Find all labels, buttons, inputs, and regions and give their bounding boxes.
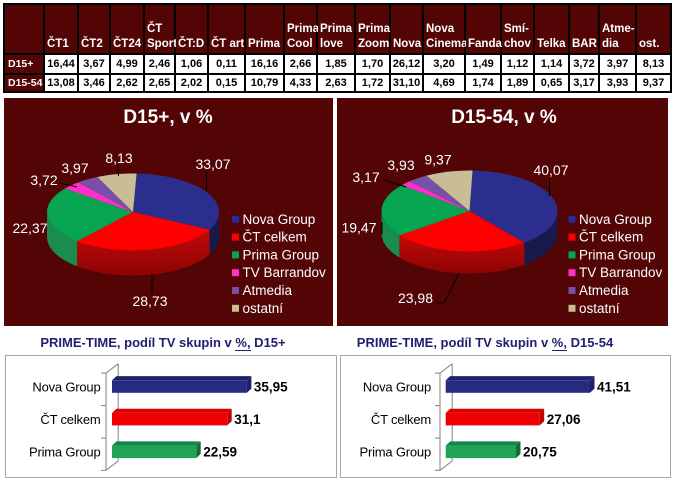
svg-text:Nova Group: Nova Group xyxy=(243,212,316,227)
svg-text:ČT celkem: ČT celkem xyxy=(40,412,100,427)
svg-text:3,93: 3,93 xyxy=(387,157,414,173)
svg-text:3,72: 3,72 xyxy=(30,172,57,188)
svg-text:27,06: 27,06 xyxy=(547,412,581,427)
svg-text:33,07: 33,07 xyxy=(195,156,230,172)
svg-text:3,17: 3,17 xyxy=(352,169,379,185)
svg-text:23,98: 23,98 xyxy=(398,290,433,306)
svg-text:ostatní: ostatní xyxy=(243,301,284,316)
svg-text:40,07: 40,07 xyxy=(533,162,568,178)
svg-text:9,37: 9,37 xyxy=(424,152,451,168)
svg-text:20,75: 20,75 xyxy=(523,445,557,460)
svg-text:Nova Group: Nova Group xyxy=(32,379,100,394)
svg-text:D15+, v %: D15+, v % xyxy=(123,107,212,128)
svg-text:8,13: 8,13 xyxy=(105,150,132,166)
svg-text:3,97: 3,97 xyxy=(61,160,88,176)
svg-text:Nova Group: Nova Group xyxy=(579,212,652,227)
svg-text:31,1: 31,1 xyxy=(234,412,261,427)
svg-text:TV Barrandov: TV Barrandov xyxy=(579,265,663,280)
svg-text:Prima Group: Prima Group xyxy=(29,445,101,460)
svg-text:35,95: 35,95 xyxy=(254,379,288,394)
svg-text:ČT celkem: ČT celkem xyxy=(579,230,643,245)
svg-text:ČT celkem: ČT celkem xyxy=(243,230,307,245)
svg-text:D15-54, v %: D15-54, v % xyxy=(451,107,557,128)
svg-text:Atmedia: Atmedia xyxy=(243,283,293,298)
svg-text:19,47: 19,47 xyxy=(341,220,376,236)
svg-text:22,59: 22,59 xyxy=(203,445,237,460)
svg-text:Prima Group: Prima Group xyxy=(243,247,320,262)
svg-text:Prima Group: Prima Group xyxy=(360,445,432,460)
svg-text:ČT celkem: ČT celkem xyxy=(371,412,431,427)
svg-text:TV Barrandov: TV Barrandov xyxy=(243,265,327,280)
svg-text:Nova Group: Nova Group xyxy=(363,379,431,394)
svg-text:ostatní: ostatní xyxy=(579,301,620,316)
svg-text:Atmedia: Atmedia xyxy=(579,283,629,298)
svg-text:Prima Group: Prima Group xyxy=(579,247,656,262)
svg-text:28,73: 28,73 xyxy=(132,293,167,309)
svg-text:22,37: 22,37 xyxy=(12,220,47,236)
svg-text:41,51: 41,51 xyxy=(597,379,631,394)
